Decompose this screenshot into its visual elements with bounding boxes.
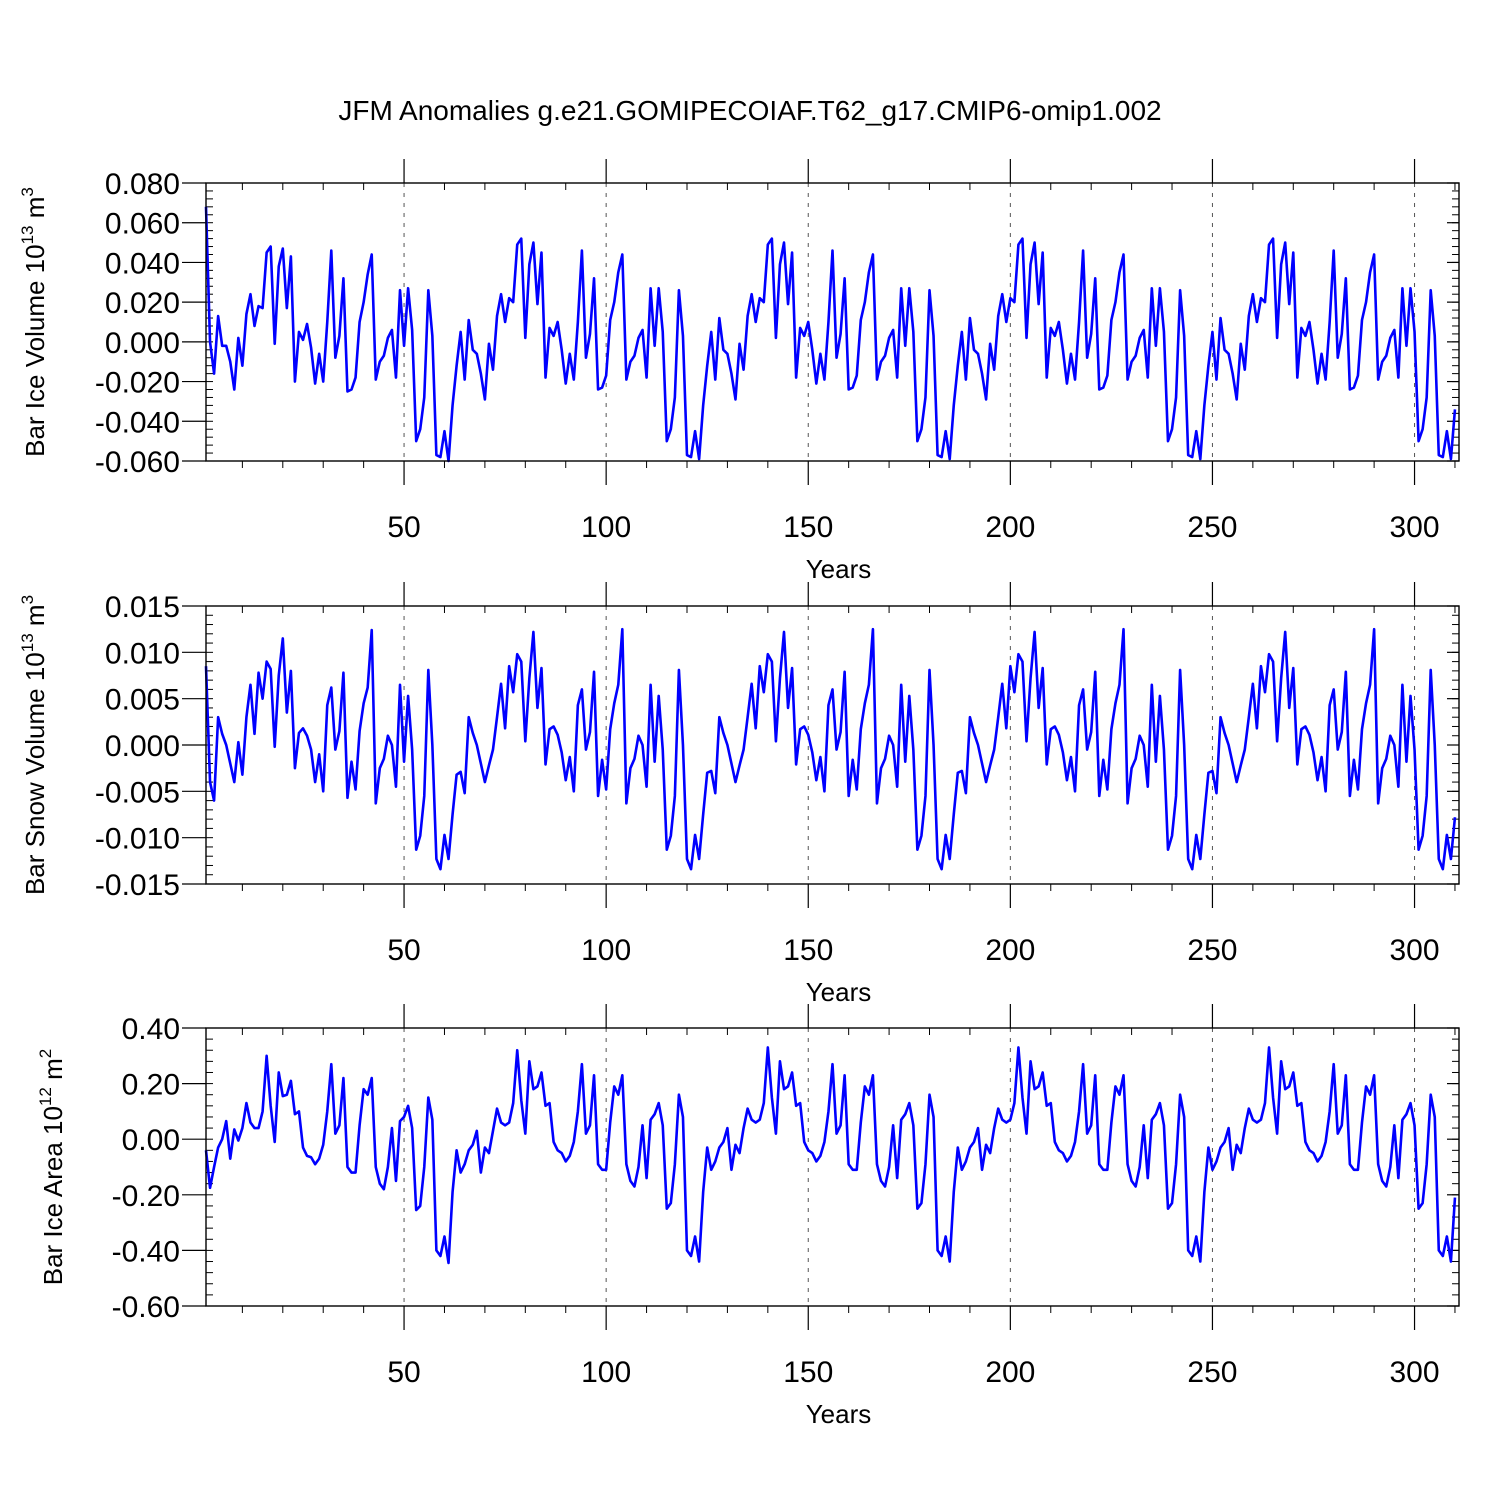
xtick-label: 100 xyxy=(581,934,631,967)
xtick-label: 300 xyxy=(1390,934,1440,967)
ytick-label: 0.00 xyxy=(122,1124,180,1157)
ytick-label: -0.20 xyxy=(112,1180,180,1213)
ytick-label: 0.20 xyxy=(122,1069,180,1102)
ytick-label: -0.010 xyxy=(95,823,180,856)
bar-ice-area-series-line xyxy=(204,1046,1457,1265)
ytick-label: 0.000 xyxy=(105,730,180,763)
y-axis-title-exponent: 13 xyxy=(18,225,37,244)
xtick-label: 250 xyxy=(1187,934,1237,967)
y-axis-title-exponent: 13 xyxy=(18,633,37,652)
xtick-label: 200 xyxy=(985,1356,1035,1389)
xtick-label: 50 xyxy=(387,934,420,967)
ytick-label: 0.060 xyxy=(105,208,180,241)
x-axis-title: Years xyxy=(806,1399,872,1429)
chart-title: JFM Anomalies g.e21.GOMIPECOIAF.T62_g17.… xyxy=(338,95,1161,126)
xtick-label: 100 xyxy=(581,1356,631,1389)
y-axis-title: Bar Ice Volume 1013 m3 xyxy=(18,187,50,457)
bar-ice-volume-panel: -0.060 -0.040 -0.020 0.000 0.020 0.040 0.060 0.… xyxy=(18,159,1460,584)
bar-ice-area-plot-frame xyxy=(205,1027,1460,1307)
ytick-label: -0.015 xyxy=(95,869,180,902)
xtick-label: 50 xyxy=(387,1356,420,1389)
xtick-label: 300 xyxy=(1390,511,1440,544)
y-axis-title-part: Bar Snow Volume 10 xyxy=(20,652,50,895)
chart-panels: -0.060 -0.040 -0.020 0.000 0.020 0.040 0.060 0.… xyxy=(18,159,1460,1429)
y-axis-title-part: Bar Ice Area 10 xyxy=(38,1106,68,1285)
y-axis-title-exponent: 3 xyxy=(18,595,37,604)
xtick-label: 100 xyxy=(581,511,631,544)
ytick-label: -0.060 xyxy=(95,446,180,479)
bar-ice-volume-series-line xyxy=(204,206,1457,463)
x-axis-title: Years xyxy=(806,977,872,1007)
y-axis-title-exponent: 12 xyxy=(36,1087,55,1106)
ytick-label: -0.040 xyxy=(95,406,180,439)
ytick-label: 0.040 xyxy=(105,247,180,280)
y-axis-title-part: m xyxy=(20,197,50,226)
bar-ice-area-panel: -0.60 -0.40 -0.20 0.00 0.20 0.40 50 100 150 200 25… xyxy=(36,1004,1460,1429)
xtick-label: 250 xyxy=(1187,1356,1237,1389)
ytick-label: 0.005 xyxy=(105,684,180,717)
y-axis-title-part: Bar Ice Volume 10 xyxy=(20,244,50,456)
y-axis-title-exponent: 2 xyxy=(36,1049,55,1058)
xtick-label: 50 xyxy=(387,511,420,544)
ytick-label: 0.40 xyxy=(122,1013,180,1046)
xtick-label: 150 xyxy=(783,511,833,544)
bar-snow-volume-series-line xyxy=(204,627,1457,871)
xtick-label: 150 xyxy=(783,934,833,967)
y-axis-title-part: m xyxy=(20,604,50,633)
bar-snow-volume-panel: -0.015 -0.010 -0.005 0.000 0.005 0.010 0.015 50… xyxy=(18,582,1460,1007)
ytick-label: 0.015 xyxy=(105,591,180,624)
xtick-label: 200 xyxy=(985,934,1035,967)
ytick-label: -0.60 xyxy=(112,1291,180,1324)
xtick-label: 250 xyxy=(1187,511,1237,544)
y-axis-title: Bar Ice Area 1012 m2 xyxy=(36,1049,68,1286)
y-axis-title-exponent: 3 xyxy=(18,187,37,196)
ytick-label: -0.020 xyxy=(95,367,180,400)
bar-ice-volume-plot-frame xyxy=(205,182,1460,462)
ytick-label: -0.005 xyxy=(95,776,180,809)
xtick-label: 200 xyxy=(985,511,1035,544)
ytick-label: 0.000 xyxy=(105,327,180,360)
bar-snow-volume-plot-frame xyxy=(205,605,1460,885)
xtick-label: 300 xyxy=(1390,1356,1440,1389)
xtick-label: 150 xyxy=(783,1356,833,1389)
ytick-label: 0.080 xyxy=(105,168,180,201)
y-axis-title-part: m xyxy=(38,1058,68,1087)
y-axis-title: Bar Snow Volume 1013 m3 xyxy=(18,595,50,895)
ytick-label: -0.40 xyxy=(112,1235,180,1268)
x-axis-title: Years xyxy=(806,554,872,584)
ytick-label: 0.010 xyxy=(105,637,180,670)
ytick-label: 0.020 xyxy=(105,287,180,320)
